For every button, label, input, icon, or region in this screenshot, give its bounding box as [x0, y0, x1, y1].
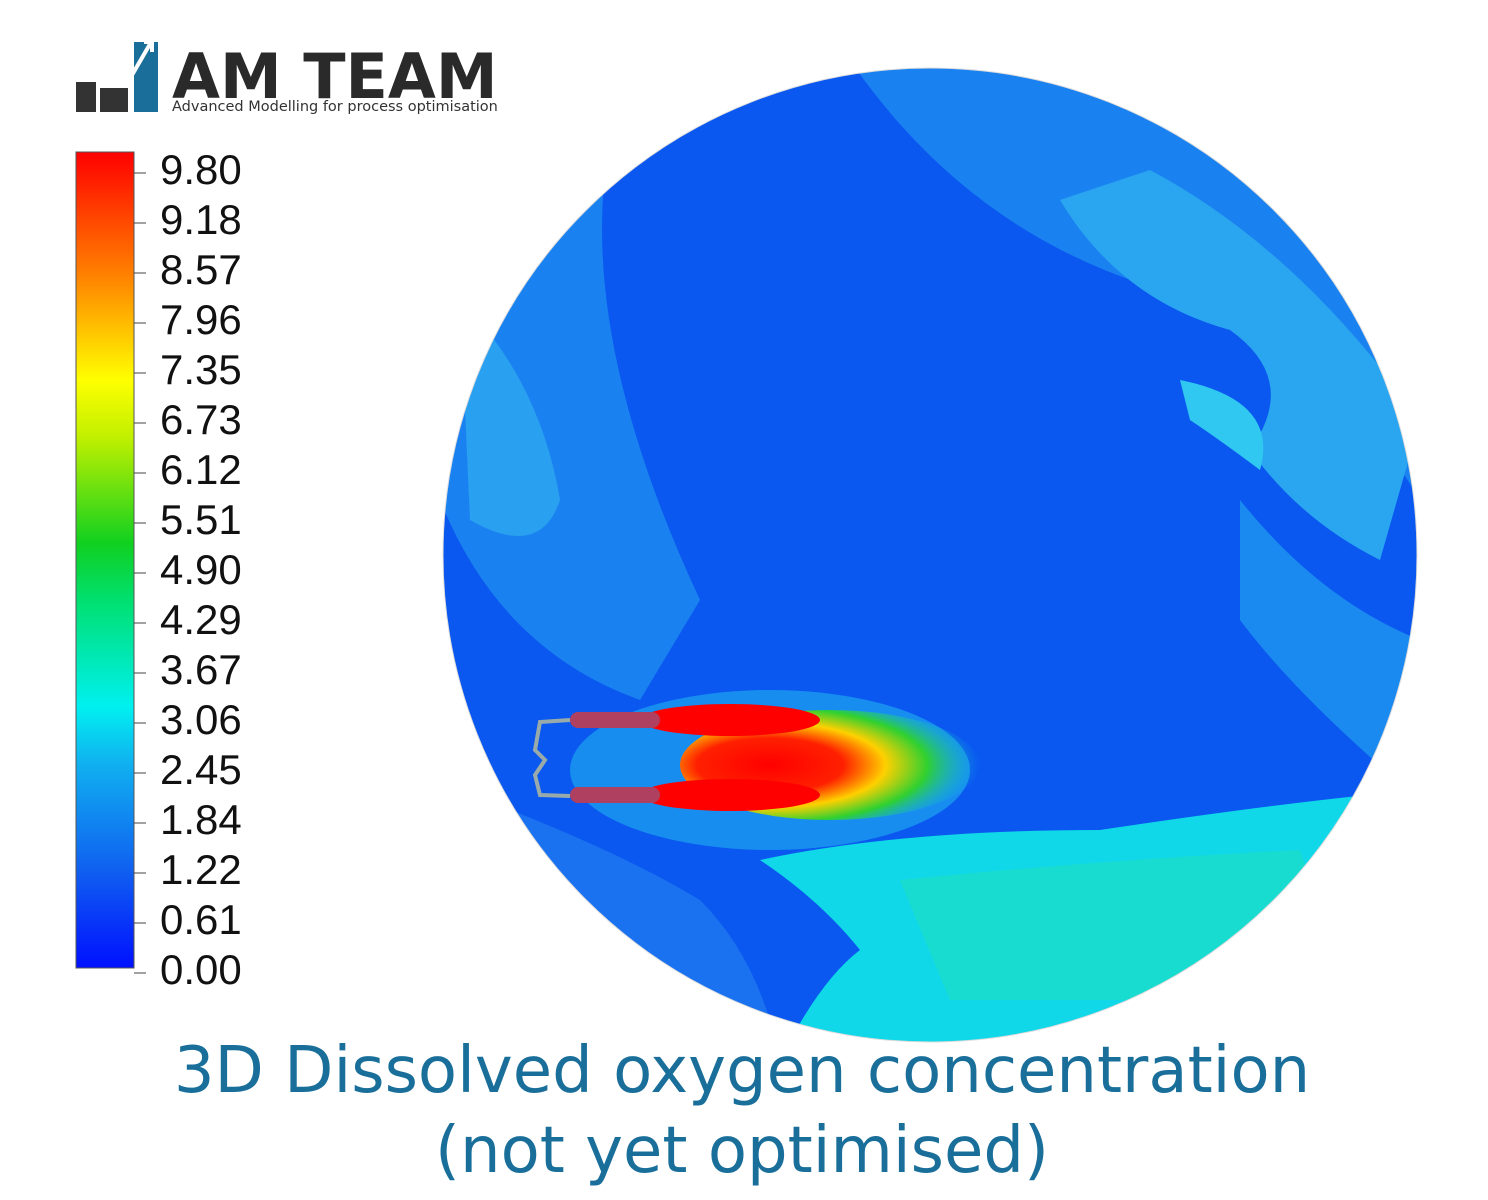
tick-label: 1.84	[160, 796, 242, 843]
colorbar	[75, 151, 135, 969]
logo-name: AM TEAM	[172, 40, 498, 113]
tick-label: 3.06	[160, 696, 242, 743]
tick-label: 6.73	[160, 396, 242, 443]
tick-label: 6.12	[160, 446, 242, 493]
logo: AM TEAM Advanced Modelling for process o…	[76, 40, 498, 115]
tick-label: 7.35	[160, 346, 242, 393]
colorbar-ticks: 9.809.188.577.967.356.736.125.514.904.29…	[134, 146, 242, 993]
tick-label: 4.90	[160, 546, 242, 593]
tick-label: 9.18	[160, 196, 242, 243]
tick-label: 0.61	[160, 896, 242, 943]
tick-label: 3.67	[160, 646, 242, 693]
tick-label: 8.57	[160, 246, 242, 293]
tick-label: 1.22	[160, 846, 242, 893]
tick-label: 0.00	[160, 946, 242, 993]
domain-outline	[442, 67, 1418, 1043]
caption-line1: 3D Dissolved oxygen concentration	[174, 1034, 1310, 1108]
tick-label: 7.96	[160, 296, 242, 343]
logo-tagline: Advanced Modelling for process optimisat…	[172, 99, 498, 115]
tick-label: 2.45	[160, 746, 242, 793]
pipe	[532, 718, 571, 798]
tick-label: 4.29	[160, 596, 242, 643]
contour-field	[443, 68, 1417, 1042]
caption-line2: (not yet optimised)	[435, 1114, 1049, 1188]
tick-label: 9.80	[160, 146, 242, 193]
tick-label: 5.51	[160, 496, 242, 543]
